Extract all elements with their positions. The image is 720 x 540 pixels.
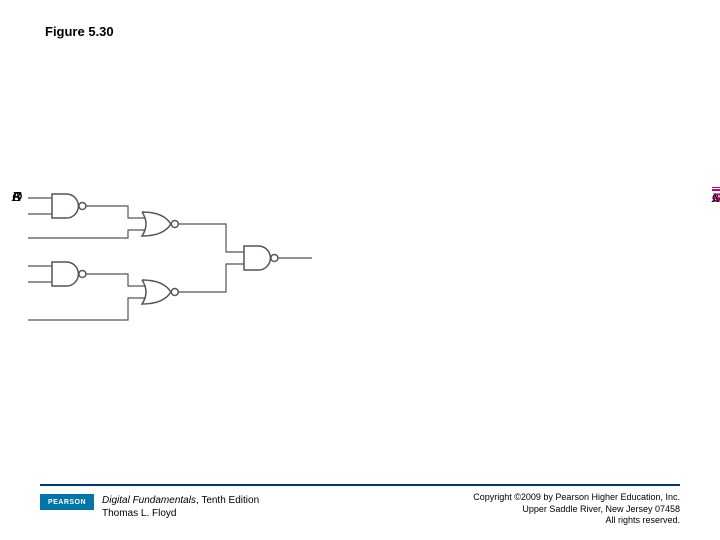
- logic-diagram: A B C D E F G3 G5 G2 G4 G1 AB DE AB + C …: [12, 190, 712, 350]
- output-expression: X = (AB + C)(DE + F) = (AB + C)(DE + F): [712, 190, 720, 206]
- pearson-logo: PEARSON: [40, 494, 94, 510]
- footer-rule: [40, 484, 680, 486]
- book-info: Digital Fundamentals, Tenth Edition Thom…: [102, 494, 259, 520]
- circuit-svg: [12, 190, 712, 350]
- footer: PEARSON Digital Fundamentals, Tenth Edit…: [0, 484, 720, 540]
- input-f: F: [12, 190, 21, 206]
- figure-title: Figure 5.30: [45, 24, 114, 39]
- copyright: Copyright ©2009 by Pearson Higher Educat…: [473, 492, 680, 527]
